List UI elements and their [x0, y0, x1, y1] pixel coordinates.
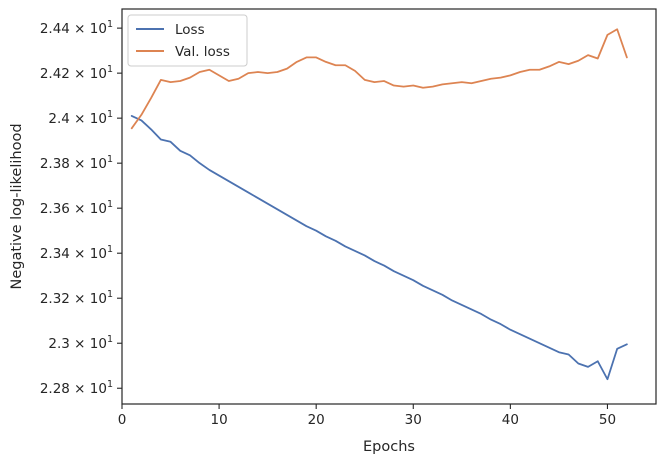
y-tick-label: 2.42 × 101 [40, 64, 113, 82]
plot-area [122, 9, 656, 404]
y-axis: 2.28 × 101 2.3 × 101 2.32 × 101 2.34 × 101 2… [40, 19, 122, 397]
legend-box [127, 14, 248, 67]
x-tick-label: 0 [118, 412, 127, 428]
x-tick-label: 30 [405, 412, 422, 428]
legend-label-val-loss: Val. loss [175, 44, 230, 60]
x-axis: 0 10 20 30 40 50 [118, 404, 616, 428]
y-tick-label: 2.3 × 101 [48, 334, 113, 352]
x-tick-label: 40 [502, 412, 519, 428]
legend-label-loss: Loss [175, 22, 205, 38]
y-tick-label: 2.34 × 101 [40, 244, 113, 262]
series-line-0 [130, 115, 628, 381]
legend: Loss Val. loss [127, 14, 248, 67]
y-tick-label: 2.44 × 101 [40, 19, 113, 37]
plot-frame [121, 8, 657, 405]
y-tick-label: 2.28 × 101 [40, 379, 113, 397]
y-axis-label: Negative log-likelihood [9, 123, 25, 289]
x-axis-label: Epochs [363, 439, 415, 455]
series-line-1 [130, 28, 628, 130]
y-tick-label: 2.38 × 101 [40, 154, 113, 172]
x-tick-label: 20 [308, 412, 325, 428]
series-layer [130, 28, 628, 381]
y-tick-label: 2.4 × 101 [48, 109, 113, 127]
y-tick-label: 2.32 × 101 [40, 289, 113, 307]
x-tick-label: 50 [599, 412, 616, 428]
x-tick-label: 10 [210, 412, 227, 428]
y-tick-label: 2.36 × 101 [40, 199, 113, 217]
